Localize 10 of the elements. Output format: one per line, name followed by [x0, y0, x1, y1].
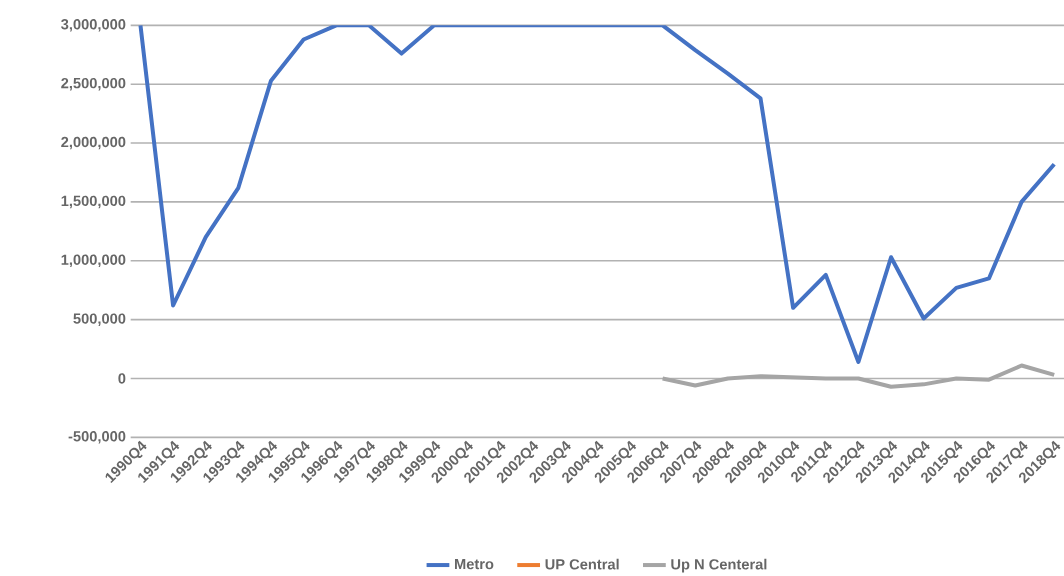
y-tick-label: 2,000,000 [61, 136, 126, 150]
legend-label: Up N Centeral [671, 558, 767, 573]
y-tick-label: 2,500,000 [61, 77, 126, 91]
y-tick-label: 500,000 [73, 313, 126, 326]
legend-label: Metro [455, 559, 494, 570]
y-tick-label: 3,000,000 [61, 19, 126, 32]
y-tick-label: 1,000,000 [61, 254, 126, 268]
legend-label: UP Central [545, 558, 619, 570]
y-tick-label: 1,500,000 [61, 195, 126, 209]
y-tick-label: 0 [118, 373, 126, 384]
